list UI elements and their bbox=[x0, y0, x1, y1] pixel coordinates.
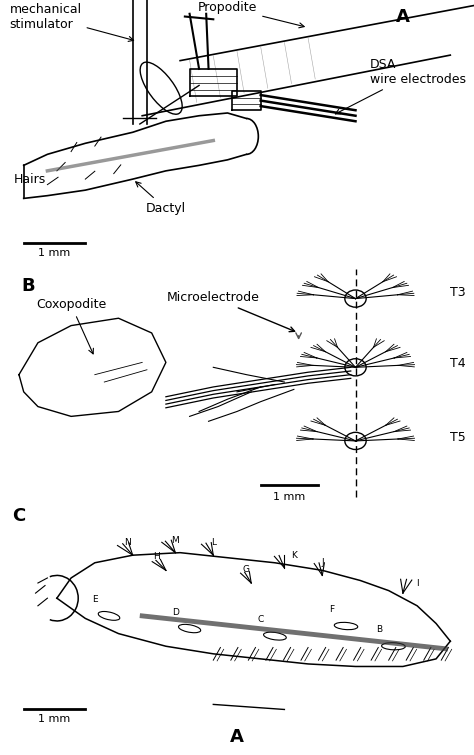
Text: 1 mm: 1 mm bbox=[273, 492, 305, 502]
Text: J: J bbox=[321, 558, 324, 567]
Text: A: A bbox=[396, 8, 410, 26]
Text: DSA
wire electrodes: DSA wire electrodes bbox=[336, 57, 466, 114]
Text: K: K bbox=[291, 550, 297, 559]
Text: mechanical
stimulator: mechanical stimulator bbox=[9, 2, 134, 42]
Ellipse shape bbox=[179, 624, 201, 633]
Ellipse shape bbox=[345, 433, 366, 449]
Text: B: B bbox=[22, 276, 35, 294]
Text: 1 mm: 1 mm bbox=[38, 248, 71, 258]
Text: I: I bbox=[416, 578, 419, 587]
Text: T5: T5 bbox=[450, 431, 466, 444]
Text: B: B bbox=[376, 625, 382, 634]
Ellipse shape bbox=[264, 632, 286, 640]
Ellipse shape bbox=[140, 62, 182, 114]
Text: A: A bbox=[230, 729, 244, 747]
Ellipse shape bbox=[382, 643, 405, 650]
Text: F: F bbox=[329, 605, 334, 614]
Text: D: D bbox=[172, 608, 179, 617]
Text: E: E bbox=[92, 595, 98, 604]
Ellipse shape bbox=[334, 622, 358, 630]
Text: T4: T4 bbox=[450, 357, 466, 370]
Ellipse shape bbox=[345, 359, 366, 376]
Text: G: G bbox=[243, 565, 250, 574]
Text: T3: T3 bbox=[450, 286, 466, 299]
Text: C: C bbox=[257, 615, 264, 624]
Text: Coxopodite: Coxopodite bbox=[36, 298, 106, 354]
Ellipse shape bbox=[345, 290, 366, 307]
Text: 1 mm: 1 mm bbox=[38, 714, 71, 724]
Text: Hairs: Hairs bbox=[14, 173, 46, 186]
Text: Microelectrode: Microelectrode bbox=[167, 291, 295, 331]
Text: Propodite: Propodite bbox=[198, 1, 304, 28]
Text: Dactyl: Dactyl bbox=[136, 182, 186, 215]
Text: N: N bbox=[125, 538, 131, 547]
Text: L: L bbox=[211, 538, 216, 547]
Text: C: C bbox=[12, 507, 26, 525]
Text: H: H bbox=[153, 552, 160, 561]
Text: M: M bbox=[172, 535, 179, 544]
Ellipse shape bbox=[98, 612, 120, 621]
